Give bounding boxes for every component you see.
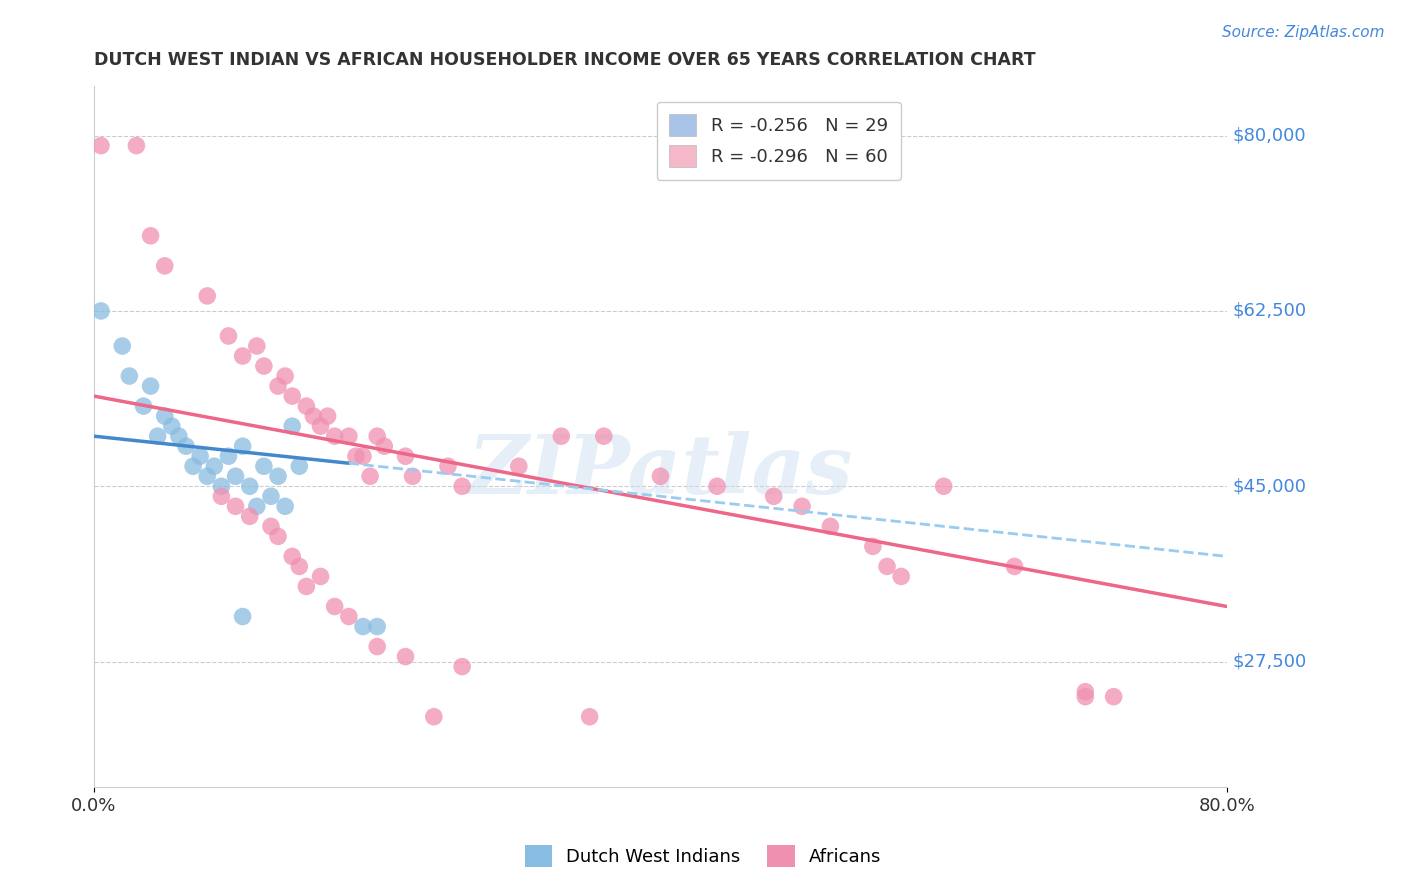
Point bbox=[281, 549, 304, 564]
Point bbox=[394, 649, 416, 664]
Point bbox=[790, 500, 813, 514]
Point bbox=[267, 379, 290, 393]
Point bbox=[394, 449, 416, 463]
Point bbox=[352, 619, 374, 633]
Point bbox=[337, 429, 360, 443]
Text: $80,000: $80,000 bbox=[1233, 127, 1306, 145]
Point bbox=[423, 709, 446, 723]
Point bbox=[373, 439, 395, 453]
Legend: Dutch West Indians, Africans: Dutch West Indians, Africans bbox=[517, 838, 889, 874]
Point bbox=[267, 529, 290, 543]
Point bbox=[309, 569, 332, 583]
Point bbox=[139, 228, 162, 243]
Point bbox=[366, 640, 388, 654]
Text: $62,500: $62,500 bbox=[1233, 301, 1306, 320]
Point bbox=[174, 439, 197, 453]
Point bbox=[139, 379, 162, 393]
Point bbox=[1074, 690, 1097, 704]
Point bbox=[260, 519, 283, 533]
Point bbox=[932, 479, 955, 493]
Point bbox=[209, 479, 232, 493]
Point bbox=[209, 489, 232, 503]
Point bbox=[202, 459, 225, 474]
Point bbox=[451, 659, 474, 673]
Point bbox=[90, 138, 112, 153]
Point bbox=[167, 429, 190, 443]
Legend: R = -0.256   N = 29, R = -0.296   N = 60: R = -0.256 N = 29, R = -0.296 N = 60 bbox=[657, 102, 901, 180]
Point bbox=[352, 449, 374, 463]
Point bbox=[295, 579, 318, 593]
Point bbox=[239, 509, 262, 524]
Text: ZIPatlas: ZIPatlas bbox=[468, 431, 853, 511]
Point bbox=[1102, 690, 1125, 704]
Point bbox=[820, 519, 842, 533]
Point bbox=[195, 289, 218, 303]
Point bbox=[437, 459, 460, 474]
Point bbox=[160, 419, 183, 434]
Point bbox=[401, 469, 423, 483]
Point bbox=[90, 304, 112, 318]
Point bbox=[366, 429, 388, 443]
Point bbox=[267, 469, 290, 483]
Text: $27,500: $27,500 bbox=[1233, 653, 1306, 671]
Point bbox=[195, 469, 218, 483]
Point bbox=[111, 339, 134, 353]
Point bbox=[762, 489, 785, 503]
Point bbox=[876, 559, 898, 574]
Point bbox=[451, 479, 474, 493]
Point bbox=[246, 500, 269, 514]
Point bbox=[217, 329, 239, 343]
Point bbox=[288, 559, 311, 574]
Point bbox=[281, 419, 304, 434]
Point bbox=[650, 469, 672, 483]
Point bbox=[337, 609, 360, 624]
Point bbox=[592, 429, 614, 443]
Point bbox=[323, 599, 346, 614]
Point bbox=[153, 409, 176, 424]
Point bbox=[550, 429, 572, 443]
Point bbox=[246, 339, 269, 353]
Point bbox=[232, 439, 254, 453]
Point bbox=[274, 369, 297, 384]
Point bbox=[1004, 559, 1026, 574]
Text: DUTCH WEST INDIAN VS AFRICAN HOUSEHOLDER INCOME OVER 65 YEARS CORRELATION CHART: DUTCH WEST INDIAN VS AFRICAN HOUSEHOLDER… bbox=[94, 51, 1036, 69]
Point bbox=[890, 569, 912, 583]
Point bbox=[253, 359, 276, 373]
Point bbox=[239, 479, 262, 493]
Point bbox=[146, 429, 169, 443]
Point bbox=[217, 449, 239, 463]
Point bbox=[260, 489, 283, 503]
Text: $45,000: $45,000 bbox=[1233, 477, 1306, 495]
Point bbox=[274, 500, 297, 514]
Point bbox=[309, 419, 332, 434]
Point bbox=[125, 138, 148, 153]
Point bbox=[181, 459, 204, 474]
Point bbox=[132, 399, 155, 413]
Point bbox=[366, 619, 388, 633]
Point bbox=[118, 369, 141, 384]
Text: Source: ZipAtlas.com: Source: ZipAtlas.com bbox=[1222, 25, 1385, 40]
Point bbox=[295, 399, 318, 413]
Point bbox=[232, 609, 254, 624]
Point bbox=[225, 469, 247, 483]
Point bbox=[188, 449, 211, 463]
Point bbox=[225, 500, 247, 514]
Point bbox=[344, 449, 367, 463]
Point bbox=[281, 389, 304, 403]
Point bbox=[288, 459, 311, 474]
Point bbox=[359, 469, 381, 483]
Point bbox=[578, 709, 600, 723]
Point bbox=[862, 540, 884, 554]
Point bbox=[1074, 684, 1097, 698]
Point bbox=[253, 459, 276, 474]
Point bbox=[323, 429, 346, 443]
Point bbox=[302, 409, 325, 424]
Point bbox=[153, 259, 176, 273]
Point bbox=[316, 409, 339, 424]
Point bbox=[706, 479, 728, 493]
Point bbox=[508, 459, 530, 474]
Point bbox=[232, 349, 254, 363]
